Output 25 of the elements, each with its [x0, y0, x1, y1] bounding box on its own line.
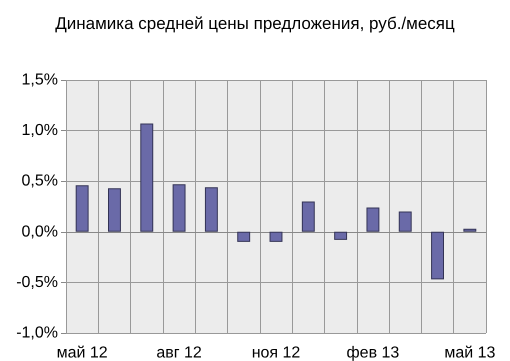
y-tick-label: 1,5% [22, 72, 58, 88]
y-tick-label: 1,0% [22, 122, 58, 140]
bar [334, 232, 348, 240]
y-tick-label: 0,5% [22, 172, 58, 190]
bar [302, 201, 315, 232]
y-tick-label: -1,0% [16, 324, 58, 342]
bar [172, 184, 186, 232]
bar [398, 212, 412, 232]
bar [204, 187, 218, 232]
bar [237, 232, 250, 242]
bar [140, 124, 154, 232]
y-tick-label: 0,0% [22, 223, 58, 240]
bar [463, 228, 476, 232]
x-tick-label: ноя 12 [252, 344, 300, 361]
bar [366, 208, 380, 232]
bar [431, 232, 444, 280]
bar [270, 232, 282, 242]
x-tick-label: май 13 [444, 344, 496, 361]
x-tick-label: май 12 [56, 344, 108, 361]
chart-title: Динамика средней цены предложения, руб./месяц [55, 14, 456, 33]
y-tick-label: -0,5% [16, 274, 58, 291]
bar [76, 185, 89, 232]
x-tick-label: авг 12 [156, 344, 202, 361]
x-tick-label: фев 13 [346, 344, 400, 361]
bar [108, 188, 121, 232]
